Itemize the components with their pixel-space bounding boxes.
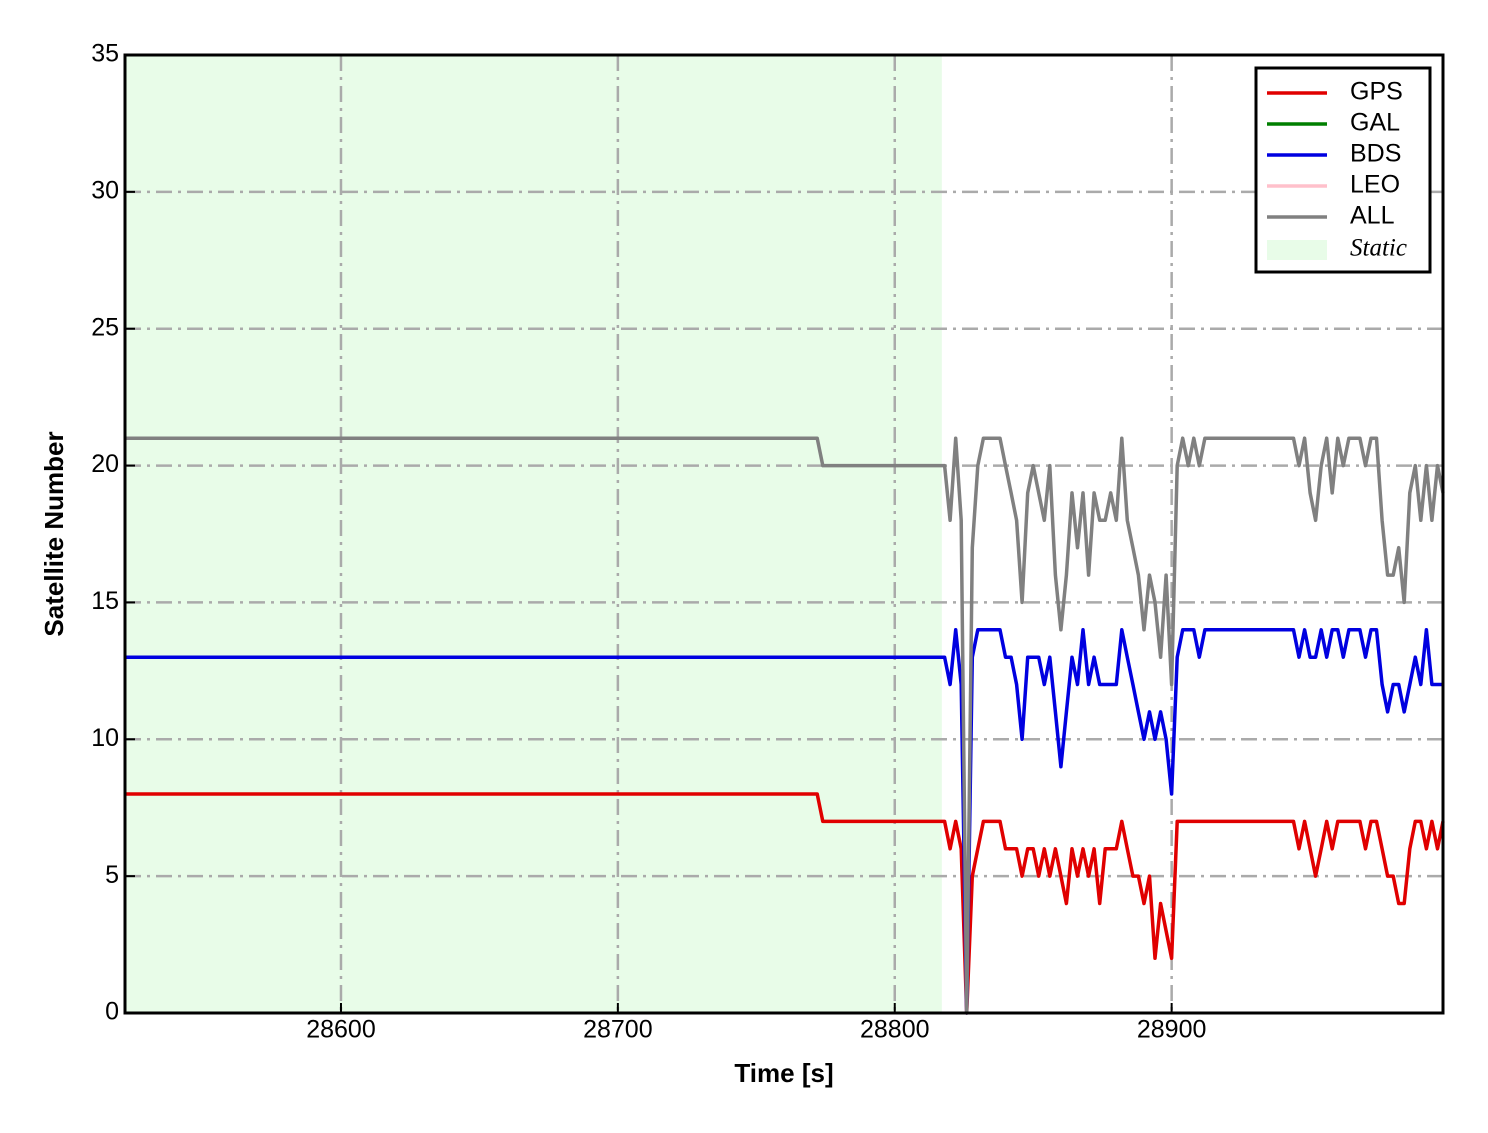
legend-label: LEO — [1350, 171, 1400, 199]
series-line — [125, 628, 1443, 1015]
legend-label: Static — [1350, 235, 1407, 262]
y-tick-label: 35 — [91, 40, 119, 68]
legend-label: ALL — [1350, 202, 1395, 230]
series-line — [125, 436, 1445, 1015]
y-tick-label: 20 — [91, 450, 119, 478]
y-tick-label: 25 — [91, 313, 119, 341]
span — [125, 55, 942, 1013]
y-tick-label: 10 — [91, 724, 119, 752]
y-tick-label: 15 — [91, 587, 119, 615]
legend-label: GPS — [1350, 78, 1403, 106]
legend: GPS GAL BDS LEO ALL Static — [1254, 66, 1432, 274]
legend-label: BDS — [1350, 140, 1401, 168]
series-line — [125, 792, 1445, 1015]
y-tick-label: 5 — [105, 861, 119, 889]
x-axis-label: Time [s] — [734, 1058, 833, 1088]
legend-label: GAL — [1350, 109, 1400, 137]
x-tick-label: 28900 — [1137, 1016, 1207, 1044]
x-tick-label: 28600 — [306, 1016, 376, 1044]
y-tick-label: 0 — [105, 998, 119, 1026]
y-tick-label: 30 — [91, 176, 119, 204]
plot-frame — [123, 53, 1445, 1015]
x-tick-label: 28800 — [860, 1016, 930, 1044]
x-tick-label: 28700 — [583, 1016, 653, 1044]
legend-box — [1254, 66, 1432, 274]
y-axis-label: Satellite Number — [39, 431, 69, 636]
legend-swatch — [1267, 240, 1327, 260]
